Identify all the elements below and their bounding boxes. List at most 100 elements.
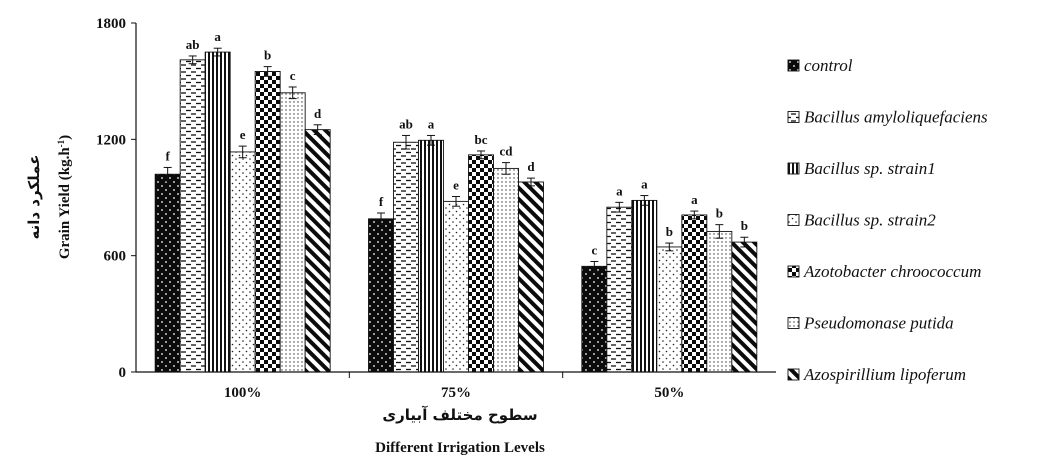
legend-swatch: [787, 317, 800, 329]
error-bar: [313, 124, 322, 135]
legend-swatch: [787, 214, 800, 226]
y-ticks-group: 0 600 1200 1800: [96, 16, 136, 381]
bar-bacillus-sp-strain2-50pct: [656, 246, 683, 373]
legend-swatch: [787, 111, 800, 123]
legend-item: Azospirillium lipoferum: [787, 365, 966, 384]
significance-letter: a: [214, 29, 221, 44]
bar-azospirillium-lipoferum-100pct: [304, 129, 331, 373]
error-bar: [665, 242, 674, 252]
bar-control-100pct: [154, 173, 181, 373]
significance-letter: a: [691, 192, 698, 207]
legend-item: Pseudomonase putida: [787, 314, 954, 333]
legend-item: Bacillus sp. strain1: [787, 159, 936, 178]
error-bar: [715, 224, 724, 239]
legend-label: Bacillus amyloliquefaciens: [804, 108, 988, 127]
significance-letter: a: [641, 177, 648, 192]
bar-bacillus-amyloliquefaciens-75pct: [393, 141, 419, 373]
bar-bacillus-amyloliquefaciens-50pct: [606, 206, 633, 373]
bar-azotobacter-chroococcum-100pct: [254, 71, 281, 373]
legend-item: control: [787, 56, 853, 75]
legend-swatch: [787, 265, 800, 278]
significance-letter: d: [314, 106, 322, 121]
legend: control Bacillus amyloliquefaciens Bacillu…: [787, 56, 988, 384]
significance-letter: a: [428, 116, 435, 131]
x-tick-label: 50%: [654, 385, 684, 401]
bar-bacillus-sp-strain2-100pct: [229, 151, 256, 373]
error-bar: [427, 134, 435, 146]
bar-bacillus-sp-strain1-75pct: [418, 139, 444, 373]
significance-letter: e: [453, 178, 459, 193]
significance-letter: cd: [500, 144, 514, 159]
significance-letter: e: [240, 127, 246, 142]
y-axis-label-main: Grain Yield (kg.h: [57, 147, 73, 259]
legend-label: Pseudomonase putida: [803, 314, 954, 333]
error-bar: [377, 212, 385, 226]
y-axis-label-sup: -1: [56, 139, 66, 147]
significance-letter: d: [527, 159, 535, 174]
error-bar: [477, 150, 485, 160]
error-bar: [527, 177, 535, 187]
y-axis-label-close: ): [57, 135, 73, 140]
significance-letter: b: [666, 224, 673, 239]
error-bar: [163, 166, 172, 182]
legend-item: Bacillus sp. strain2: [787, 211, 936, 230]
significance-letter: ab: [399, 116, 413, 131]
error-bar: [238, 145, 247, 159]
bar-bacillus-sp-strain2-75pct: [443, 200, 469, 373]
significance-letter: ab: [186, 37, 200, 52]
error-bar: [263, 66, 272, 77]
y-tick-label: 600: [104, 249, 127, 265]
bar-bacillus-sp-strain1-50pct: [631, 199, 658, 373]
error-bar: [690, 210, 699, 220]
legend-swatch: [787, 368, 800, 381]
significance-letter: f: [165, 148, 170, 163]
bar-azospirillium-lipoferum-50pct: [731, 241, 758, 373]
x-ticks-group: 100% 75% 50%: [224, 372, 684, 401]
error-bar: [452, 196, 460, 207]
bars-group: [154, 51, 758, 373]
y-tick-label: 1200: [96, 132, 126, 148]
bar-azotobacter-chroococcum-75pct: [468, 154, 494, 373]
significance-letter: b: [716, 206, 723, 221]
bar-pseudomonase-putida-75pct: [493, 167, 519, 373]
y-axis-label-fa: عملکرد دانه: [25, 155, 43, 240]
legend-label: Azospirillium lipoferum: [803, 365, 966, 384]
legend-item: Azotobacter chroococcum: [787, 262, 981, 281]
error-bar: [615, 201, 624, 213]
legend-swatch: [787, 59, 800, 72]
legend-label: Azotobacter chroococcum: [803, 262, 981, 281]
legend-label: Bacillus sp. strain1: [804, 159, 936, 178]
bar-control-75pct: [368, 218, 394, 373]
y-tick-label: 0: [119, 365, 127, 381]
error-bar: [213, 47, 222, 57]
significance-letter: c: [591, 242, 597, 257]
significance-letter: f: [379, 194, 384, 209]
legend-label: control: [804, 56, 853, 75]
significance-letter: a: [616, 183, 623, 198]
error-bar: [288, 86, 297, 100]
error-bar: [402, 134, 410, 150]
bar-pseudomonase-putida-50pct: [706, 230, 733, 373]
error-bar: [640, 195, 649, 206]
bar-bacillus-sp-strain1-100pct: [204, 51, 231, 373]
bar-bacillus-amyloliquefaciens-100pct: [179, 59, 206, 373]
error-bar: [740, 236, 749, 248]
bar-control-50pct: [581, 265, 608, 373]
x-tick-label: 100%: [224, 385, 262, 401]
error-bar: [590, 260, 599, 272]
x-axis-label: Different Irrigation Levels: [375, 440, 545, 456]
legend-swatch: [787, 162, 800, 175]
significance-letter: bc: [475, 132, 488, 147]
significance-letter: c: [290, 68, 296, 83]
x-axis-label-fa: سطوح مختلف آبیاری: [382, 406, 537, 424]
bar-pseudomonase-putida-100pct: [279, 92, 306, 373]
error-bar: [188, 55, 197, 65]
error-bars-group: [163, 47, 749, 272]
error-bar: [502, 162, 510, 175]
legend-item: Bacillus amyloliquefaciens: [787, 108, 988, 127]
y-axis-label: Grain Yield (kg.h-1): [56, 135, 73, 259]
y-tick-label: 1800: [96, 16, 126, 32]
significance-letter: b: [741, 218, 748, 233]
